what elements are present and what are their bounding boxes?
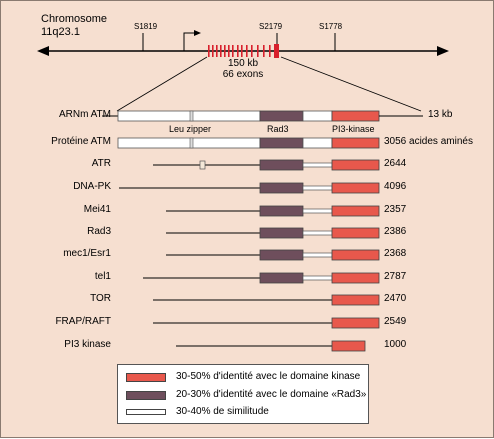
exon-mark (220, 45, 222, 57)
row-box-atr (199, 160, 206, 170)
mrna-segment-sim (302, 110, 333, 122)
row-label-pi3k: PI3 kinase (64, 339, 111, 350)
similarity-mec1 (302, 252, 333, 258)
rad3-domain-mec1 (259, 249, 304, 261)
exon-mark (212, 45, 214, 57)
row-value-rad3: 2386 (384, 226, 407, 237)
exon-mark (237, 45, 239, 57)
gene-size: 150 kb 66 exons (213, 58, 273, 80)
exon-mark (241, 45, 243, 57)
marker-s1778: S1778 (319, 22, 343, 31)
kinase-domain-tel1 (331, 272, 380, 284)
transcription-start-arrow (183, 32, 197, 51)
similarity-dna-pk (302, 185, 333, 191)
exon-mark (232, 45, 234, 57)
kinase-domain-mec1 (331, 249, 380, 261)
protein-kinase-domain (331, 137, 380, 149)
kinase-domain-frap (331, 317, 380, 329)
exon-mark (228, 45, 230, 57)
zoom-line-left (116, 56, 208, 112)
row-value-mec1: 2368 (384, 248, 407, 259)
exon-mark (224, 45, 226, 57)
exon-mark (216, 45, 218, 57)
row-label-atr: ATR (91, 158, 111, 169)
row-value-atr: 2644 (384, 158, 407, 169)
protein-segment-white (117, 137, 261, 149)
rad3-domain-mei41 (259, 205, 304, 217)
chromosome-band: 11q23.1 (41, 26, 80, 38)
row-label-tel1: tel1 (94, 271, 111, 282)
row-label-arnm-atm: ARNm ATM (58, 109, 111, 120)
row-value-frap: 2549 (384, 316, 407, 327)
exon-count: 66 exons (222, 69, 264, 80)
similarity-mei41 (302, 208, 333, 214)
exon-mark-last (274, 44, 279, 58)
row-value-tor: 2470 (384, 293, 407, 304)
transcription-arrow-head (194, 30, 201, 36)
similarity-rad3 (302, 230, 333, 236)
row-label-proteine-atm: Protéine ATM (51, 136, 111, 147)
chromosome-title: Chromosome 11q23.1 (41, 13, 107, 39)
chromosome-name: Chromosome (41, 13, 108, 25)
row-label-tor: TOR (90, 293, 111, 304)
legend-text-kinase: 30-50% d'identité avec le domaine kinase (176, 371, 361, 382)
kinase-domain-mei41 (331, 205, 380, 217)
legend-swatch-kinase (126, 373, 166, 382)
marker-s2179: S2179 (259, 22, 283, 31)
exon-mark (257, 45, 259, 57)
legend-swatch-similarity (126, 409, 166, 415)
zoom-line-right (280, 56, 422, 112)
kinase-domain-tor (331, 294, 380, 306)
row-value-proteine-atm: 3056 acides aminés (384, 136, 473, 147)
kinase-domain-rad3 (331, 227, 380, 239)
kinase-domain-dna-pk (331, 182, 380, 194)
similarity-atr (302, 162, 333, 168)
rad3-domain-dna-pk (259, 182, 304, 194)
domain-label-leu-zipper: Leu zipper (169, 124, 212, 134)
rad3-domain-tel1 (259, 272, 304, 284)
legend: 30-50% d'identité avec le domaine kinase… (117, 364, 369, 424)
exon-mark (269, 45, 271, 57)
row-label-mei41: Mei41 (83, 204, 111, 215)
domain-label-rad3: Rad3 (267, 124, 289, 134)
chromosome-arrow-right (437, 46, 449, 56)
similarity-tel1 (302, 275, 333, 281)
gene-size-kb: 150 kb (227, 58, 259, 69)
row-label-mec1: mec1/Esr1 (63, 248, 111, 259)
rad3-domain-rad3 (259, 227, 304, 239)
row-value-arnm-atm: 13 kb (428, 109, 453, 120)
mrna-rad3-domain (259, 110, 304, 122)
mrna-leu-zipper (189, 110, 194, 122)
rad3-domain-atr (259, 159, 304, 171)
protein-segment-sim (302, 137, 333, 149)
row-label-rad3: Rad3 (87, 226, 111, 237)
protein-leu-zipper (189, 137, 194, 149)
protein-rows (102, 110, 423, 352)
row-label-frap: FRAP/RAFT (55, 316, 111, 327)
exon-mark (208, 45, 210, 57)
chromosome-arrow-left (37, 46, 49, 56)
exon-group (208, 44, 279, 58)
row-value-pi3k: 1000 (384, 339, 407, 350)
mrna-segment-white (117, 110, 261, 122)
legend-text-rad3: 20-30% d'identité avec le domaine «Rad3» (176, 389, 367, 400)
row-value-tel1: 2787 (384, 271, 407, 282)
domain-label-pi3k: PI3-kinase (332, 124, 375, 134)
mrna-kinase-domain (331, 110, 380, 122)
row-value-dna-pk: 4096 (384, 181, 407, 192)
exon-mark (246, 45, 248, 57)
protein-rad3-domain (259, 137, 304, 149)
exon-mark (251, 45, 253, 57)
exon-mark (263, 45, 265, 57)
marker-s1819: S1819 (134, 22, 158, 31)
kinase-domain-atr (331, 159, 380, 171)
legend-swatch-rad3 (126, 391, 166, 400)
row-label-dna-pk: DNA-PK (73, 181, 111, 192)
kinase-domain-pi3k (331, 340, 366, 352)
row-value-mei41: 2357 (384, 204, 407, 215)
legend-text-similarity: 30-40% de similitude (176, 406, 269, 417)
